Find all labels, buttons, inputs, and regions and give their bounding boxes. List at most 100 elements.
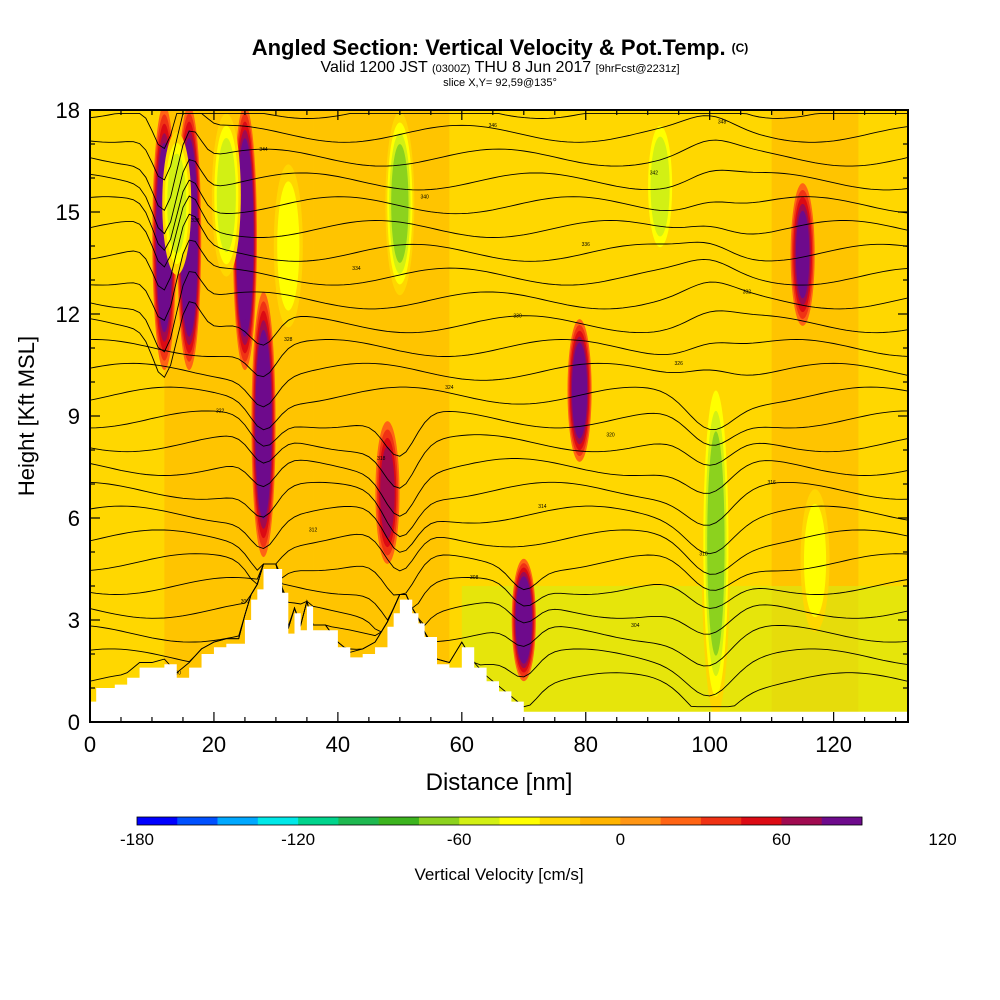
x-tick-label: 40 xyxy=(326,732,350,757)
isentrope-line xyxy=(90,529,908,575)
y-axis-label: Height [Kft MSL] xyxy=(14,336,39,496)
copyright-mark: (C) xyxy=(731,41,749,55)
valid-time-line: Valid 1200 JST (0300Z) THU 8 Jun 2017 [9… xyxy=(0,60,1000,77)
isentrope-line xyxy=(90,112,908,150)
isentrope-line xyxy=(90,112,908,181)
x-axis-label: Distance [nm] xyxy=(426,769,573,796)
x-tick-label: 0 xyxy=(84,732,96,757)
contour-fill xyxy=(238,163,251,312)
isentrope-line xyxy=(90,179,908,251)
colorbar-swatch xyxy=(821,817,863,825)
colorbar-swatch xyxy=(539,817,581,825)
isentrope-label: 316 xyxy=(767,480,776,486)
isentrope-label: 330 xyxy=(513,313,522,319)
isentrope-line xyxy=(90,563,908,667)
x-tick-label: 100 xyxy=(691,732,728,757)
contour-fill xyxy=(803,503,827,618)
isentrope-line xyxy=(90,301,908,379)
isentrope-line xyxy=(90,362,908,408)
colorbar-swatch xyxy=(298,817,339,825)
colorbar-tick-label: 120 xyxy=(928,830,956,849)
colorbar-swatch xyxy=(580,817,621,825)
valid-utc: (0300Z) xyxy=(431,63,471,75)
y-tick-label: 15 xyxy=(56,200,80,225)
chart-title: Angled Section: Vertical Velocity & Pot.… xyxy=(0,36,1000,60)
isentrope-line xyxy=(90,339,908,378)
updraft-cell xyxy=(790,183,815,326)
colorbar-swatch xyxy=(781,817,823,825)
isentrope-label: 304 xyxy=(631,623,640,629)
isentrope-label: 308 xyxy=(470,575,479,581)
isentrope-line xyxy=(90,410,908,457)
isentrope-line xyxy=(90,239,908,321)
isentrope-line xyxy=(90,213,908,291)
colorbar-swatch xyxy=(338,817,379,825)
isentrope-line xyxy=(90,195,908,268)
isentrope-line xyxy=(90,458,908,517)
downdraft-cell xyxy=(701,370,731,717)
contour-fill xyxy=(650,136,670,237)
chart-title-text: Angled Section: Vertical Velocity & Pot.… xyxy=(251,35,726,60)
isentrope-label: 340 xyxy=(420,194,429,200)
isentrope-label: 338 xyxy=(191,218,200,224)
colorbar-swatch xyxy=(418,817,460,825)
colorbar-label: Vertical Velocity [cm/s] xyxy=(414,865,583,884)
updraft-cell xyxy=(567,319,592,462)
terrain xyxy=(90,569,908,722)
colorbar-swatch xyxy=(620,817,661,825)
contour-fill xyxy=(216,137,236,253)
contour-fill xyxy=(257,348,270,501)
isentrope-label: 310 xyxy=(699,551,708,557)
colorbar-swatch xyxy=(700,817,742,825)
title-block: Angled Section: Vertical Velocity & Pot.… xyxy=(0,36,1000,90)
plot-area: 3003023043063083103123143163183203223243… xyxy=(90,110,908,722)
isentrope-line xyxy=(90,563,908,621)
isentrope-label: 300 xyxy=(173,670,182,676)
colorbar-tick-label: -180 xyxy=(120,830,154,849)
colorbar-swatch xyxy=(257,817,299,825)
isentrope-line xyxy=(90,553,908,596)
field-band xyxy=(313,110,450,722)
isentrope-label: 322 xyxy=(216,409,225,415)
isentrope-line xyxy=(90,386,908,431)
contour-fill xyxy=(167,153,187,254)
y-tick-label: 9 xyxy=(68,404,80,429)
forecast-label: [9hrFcst@2231z] xyxy=(595,63,680,75)
isentrope-label: 332 xyxy=(743,290,752,296)
isentrope-label: 336 xyxy=(582,242,591,248)
valid-prefix: Valid 1200 JST xyxy=(320,59,428,76)
isentrope-label: 324 xyxy=(445,385,454,391)
isentropes: 3003023043063083103123143163183203223243… xyxy=(90,112,908,708)
isentrope-label: 346 xyxy=(489,123,498,129)
colorbar-tick-label: -120 xyxy=(281,830,315,849)
y-tick-label: 3 xyxy=(68,608,80,633)
isentrope-line xyxy=(90,505,908,555)
isentrope-line xyxy=(90,563,908,635)
isentrope-line xyxy=(90,158,908,235)
valid-date: THU 8 Jun 2017 xyxy=(474,59,592,76)
x-tick-label: 120 xyxy=(815,732,852,757)
contour-fill xyxy=(573,348,587,433)
colorbar-swatch xyxy=(499,817,541,825)
isentrope-label: 320 xyxy=(606,432,615,438)
isentrope-label: 312 xyxy=(309,528,318,534)
isentrope-label: 328 xyxy=(284,337,293,343)
colorbar-swatch xyxy=(177,817,218,825)
isentrope-label: 314 xyxy=(538,504,547,510)
contour-fill xyxy=(277,181,300,311)
isentrope-line xyxy=(90,481,908,538)
downdraft-cell xyxy=(385,111,415,296)
updraft-cell xyxy=(375,421,400,564)
isentrope-label: 326 xyxy=(675,361,684,367)
y-tick-label: 12 xyxy=(56,302,80,327)
updraft-cell xyxy=(251,291,276,558)
colorbar-swatch xyxy=(378,817,420,825)
isentrope-line xyxy=(90,434,908,489)
colorbar-tick-label: -60 xyxy=(447,830,472,849)
contour-fill xyxy=(795,210,810,299)
colorbar-swatch xyxy=(459,817,500,825)
colorbar-swatch xyxy=(660,817,702,825)
y-tick-label: 18 xyxy=(56,98,80,123)
isentrope-label: 344 xyxy=(259,147,268,153)
